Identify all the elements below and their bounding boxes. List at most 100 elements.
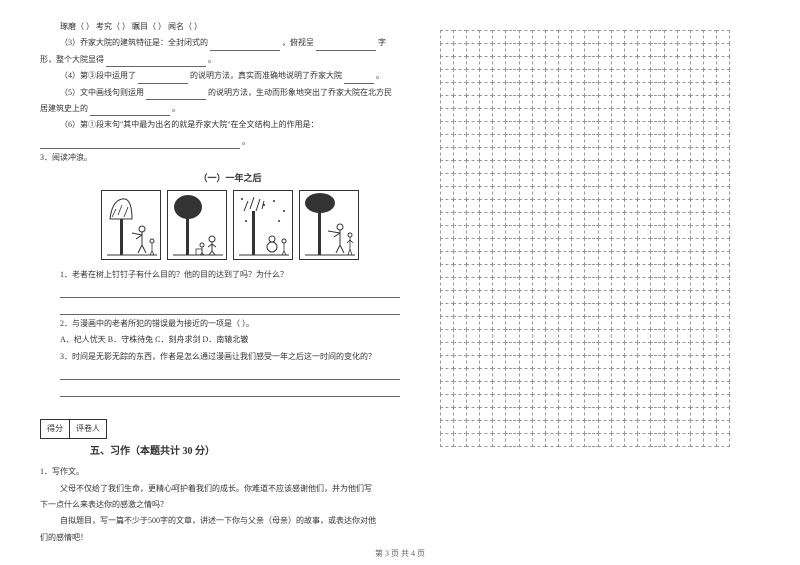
grid-cell[interactable] [584,134,598,148]
grid-cell[interactable] [703,316,717,330]
grid-cell[interactable] [664,199,678,213]
grid-cell[interactable] [558,277,572,291]
grid-cell[interactable] [545,173,559,187]
grid-cell[interactable] [637,95,651,109]
grid-cell[interactable] [505,121,519,135]
grid-cell[interactable] [532,212,546,226]
grid-cell[interactable] [637,264,651,278]
grid-cell[interactable] [453,134,467,148]
grid-cell[interactable] [624,56,638,70]
answer-line[interactable] [40,382,420,396]
grid-cell[interactable] [637,147,651,161]
grid-cell[interactable] [637,134,651,148]
grid-cell[interactable] [703,147,717,161]
grid-cell[interactable] [716,407,730,421]
grid-cell[interactable] [716,212,730,226]
grid-cell[interactable] [440,147,454,161]
grid-cell[interactable] [505,433,519,447]
grid-cell[interactable] [466,82,480,96]
grid-cell[interactable] [690,238,704,252]
grid-cell[interactable] [492,303,506,317]
grid-cell[interactable] [584,303,598,317]
grid-cell[interactable] [545,251,559,265]
grid-cell[interactable] [664,277,678,291]
grid-cell[interactable] [716,251,730,265]
grid-cell[interactable] [611,277,625,291]
grid-cell[interactable] [650,381,664,395]
grid-cell[interactable] [611,433,625,447]
grid-cell[interactable] [690,43,704,57]
grid-cell[interactable] [440,121,454,135]
blank-field[interactable] [316,41,376,51]
grid-cell[interactable] [703,121,717,135]
grid-cell[interactable] [650,30,664,44]
writing-grid[interactable] [440,30,730,446]
grid-cell[interactable] [571,342,585,356]
grid-cell[interactable] [532,134,546,148]
grid-cell[interactable] [453,433,467,447]
grid-cell[interactable] [453,56,467,70]
grid-cell[interactable] [584,30,598,44]
grid-cell[interactable] [532,43,546,57]
grid-cell[interactable] [611,407,625,421]
grid-cell[interactable] [466,394,480,408]
grid-cell[interactable] [677,381,691,395]
grid-cell[interactable] [492,69,506,83]
grid-cell[interactable] [598,316,612,330]
grid-cell[interactable] [624,381,638,395]
grid-cell[interactable] [611,355,625,369]
grid-cell[interactable] [492,407,506,421]
grid-cell[interactable] [505,225,519,239]
grid-cell[interactable] [690,355,704,369]
grid-cell[interactable] [453,342,467,356]
grid-cell[interactable] [598,225,612,239]
grid-cell[interactable] [505,329,519,343]
grid-cell[interactable] [637,394,651,408]
grid-cell[interactable] [505,290,519,304]
grid-cell[interactable] [598,355,612,369]
grid-cell[interactable] [545,212,559,226]
grid-cell[interactable] [611,225,625,239]
grid-cell[interactable] [466,160,480,174]
blank-field[interactable] [344,74,374,84]
grid-cell[interactable] [598,95,612,109]
grid-cell[interactable] [598,212,612,226]
grid-cell[interactable] [532,186,546,200]
grid-cell[interactable] [716,121,730,135]
grid-cell[interactable] [440,277,454,291]
grid-cell[interactable] [624,82,638,96]
grid-cell[interactable] [703,186,717,200]
grid-cell[interactable] [466,173,480,187]
grid-cell[interactable] [664,82,678,96]
grid-cell[interactable] [624,316,638,330]
grid-cell[interactable] [519,316,533,330]
grid-cell[interactable] [558,108,572,122]
grid-cell[interactable] [637,173,651,187]
grid-cell[interactable] [571,160,585,174]
grid-cell[interactable] [650,56,664,70]
grid-cell[interactable] [545,355,559,369]
grid-cell[interactable] [466,30,480,44]
grid-cell[interactable] [650,264,664,278]
grid-cell[interactable] [492,316,506,330]
grid-cell[interactable] [598,303,612,317]
grid-cell[interactable] [545,121,559,135]
grid-cell[interactable] [532,329,546,343]
grid-cell[interactable] [624,69,638,83]
grid-cell[interactable] [664,290,678,304]
grid-cell[interactable] [492,277,506,291]
grid-cell[interactable] [492,381,506,395]
grid-cell[interactable] [453,186,467,200]
grid-cell[interactable] [519,160,533,174]
grid-cell[interactable] [716,342,730,356]
grid-cell[interactable] [716,329,730,343]
grid-cell[interactable] [703,394,717,408]
grid-cell[interactable] [716,173,730,187]
grid-cell[interactable] [492,394,506,408]
grid-cell[interactable] [453,381,467,395]
grid-cell[interactable] [479,134,493,148]
grid-cell[interactable] [453,69,467,83]
grid-cell[interactable] [492,95,506,109]
grid-cell[interactable] [505,173,519,187]
grid-cell[interactable] [440,199,454,213]
